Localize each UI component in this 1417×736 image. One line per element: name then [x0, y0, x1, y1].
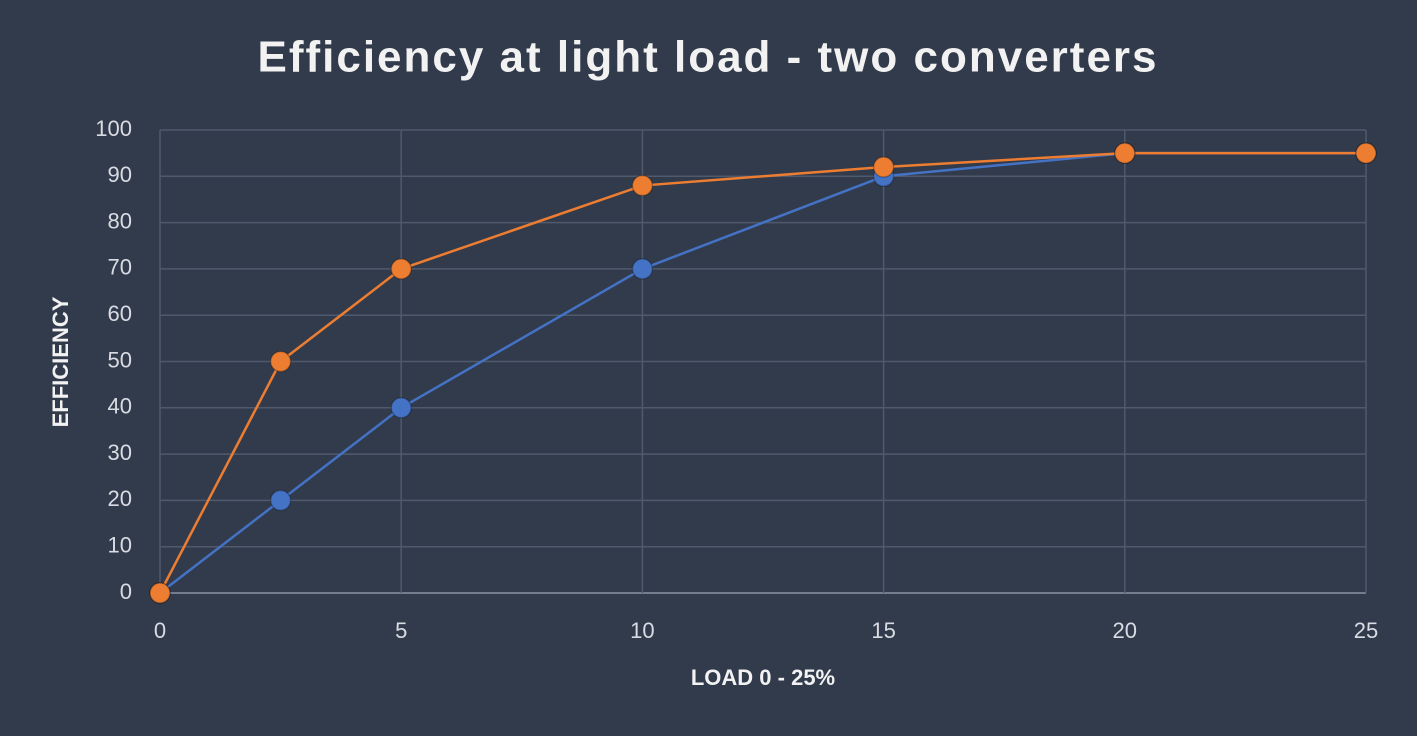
marker	[269, 489, 292, 512]
y-tick-label: 10	[108, 533, 132, 558]
marker	[872, 156, 895, 178]
marker	[269, 350, 292, 373]
marker	[390, 258, 412, 280]
y-tick-label: 20	[108, 486, 132, 511]
marker	[1355, 142, 1377, 164]
x-tick-label: 10	[630, 618, 654, 643]
y-axis-title: EFFICIENCY	[48, 296, 73, 427]
marker	[631, 174, 654, 197]
series-line	[158, 151, 1366, 594]
y-tick-label: 90	[108, 162, 132, 187]
y-tick-label: 60	[108, 301, 132, 326]
marker	[390, 397, 412, 419]
y-tick-label: 0	[120, 579, 132, 604]
y-tick-label: 50	[108, 347, 132, 372]
y-tick-label: 30	[108, 440, 132, 465]
x-tick-label: 20	[1113, 618, 1137, 643]
series-line	[159, 151, 1366, 594]
marker	[631, 258, 654, 280]
y-tick-label: 70	[108, 255, 132, 280]
x-tick-label: 5	[395, 618, 407, 643]
x-tick-label: 0	[154, 618, 166, 643]
marker	[149, 582, 171, 604]
y-tick-label: 80	[108, 208, 132, 233]
y-tick-label: 100	[95, 116, 132, 141]
x-tick-label: 15	[871, 618, 895, 643]
y-tick-label: 40	[108, 394, 132, 419]
chart-title: Efficiency at light load - two converter…	[257, 33, 1158, 82]
marker	[1114, 142, 1136, 164]
x-axis-title: LOAD 0 - 25%	[691, 665, 835, 690]
x-tick-label: 25	[1354, 618, 1378, 643]
